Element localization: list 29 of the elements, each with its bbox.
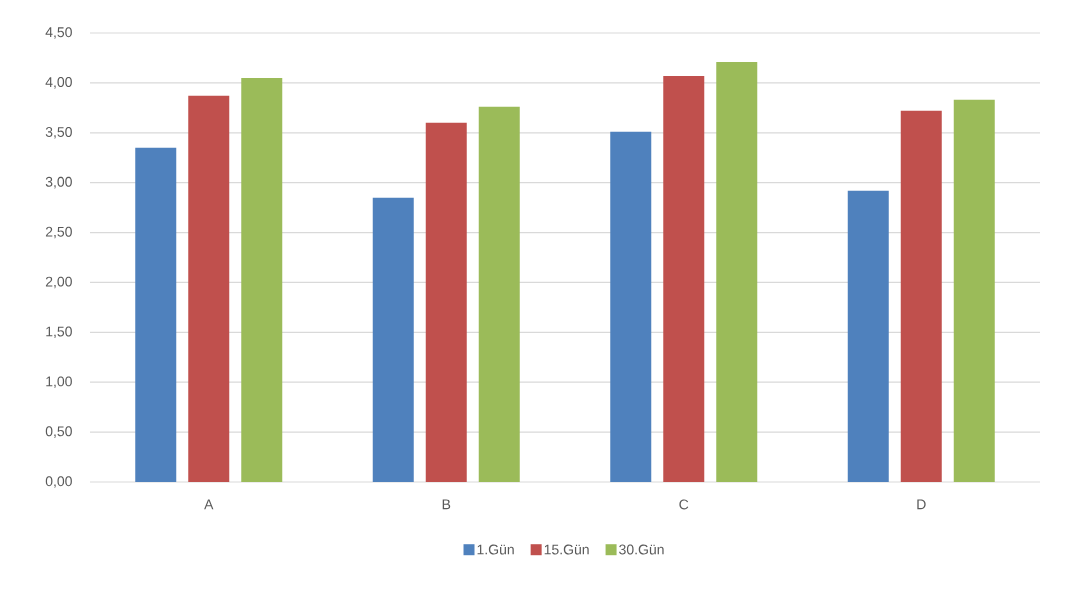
- legend-label: 15.Gün: [544, 544, 589, 555]
- bar: [478, 106, 520, 482]
- legend-label: 1.Gün: [477, 544, 514, 555]
- bar: [663, 75, 705, 482]
- bar: [716, 61, 758, 482]
- bar: [372, 197, 414, 482]
- y-tick-label: 0,00: [45, 476, 72, 488]
- x-tick-label: A: [204, 499, 214, 510]
- bar: [135, 147, 177, 482]
- bar: [425, 122, 467, 482]
- bar: [610, 131, 652, 482]
- y-tick-label: 3,00: [45, 176, 72, 189]
- x-tick-label: C: [679, 499, 689, 510]
- y-tick-label: 0,50: [45, 426, 72, 438]
- y-tick-label: 2,50: [45, 226, 72, 239]
- bar: [953, 99, 995, 482]
- bar: [900, 110, 942, 482]
- x-tick-label: B: [442, 499, 451, 510]
- bar: [847, 190, 889, 482]
- bar: [241, 77, 283, 482]
- bar: [188, 95, 230, 482]
- y-tick-label: 4,00: [45, 77, 72, 89]
- legend-label: 30.Gün: [619, 544, 664, 555]
- y-tick-label: 1,50: [46, 326, 72, 339]
- y-tick-label: 1,00: [46, 376, 72, 388]
- x-tick-label: D: [917, 499, 926, 510]
- y-tick-label: 2,00: [45, 276, 72, 289]
- y-tick-label: 3,50: [45, 126, 72, 139]
- y-tick-label: 4,50: [45, 27, 72, 39]
